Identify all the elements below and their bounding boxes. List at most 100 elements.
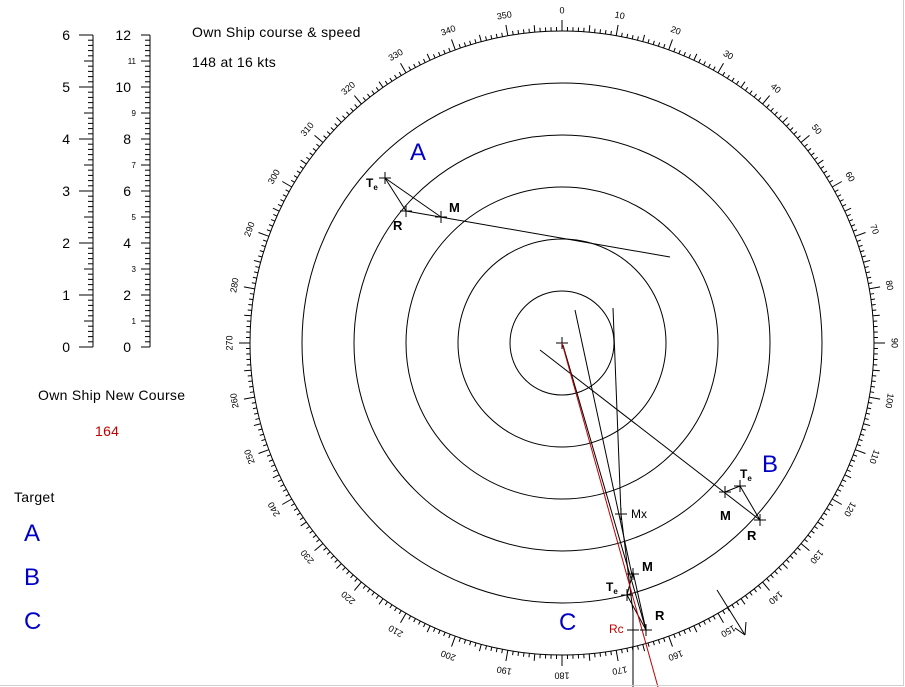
compass-tick [867,276,872,279]
compass-tick [868,282,873,284]
compass-tick [820,165,825,169]
compass-tick [398,71,402,76]
plot-label-c-te: Te [606,580,618,596]
compass-tick [615,650,619,662]
compass-tick [261,438,266,442]
compass-tick [253,412,259,415]
range-ring-3 [405,186,719,500]
compass-tick [807,534,812,538]
compass-tick [512,30,514,35]
compass-tick [708,618,711,623]
scale-label-right-minor: 5 [132,213,137,222]
compass-tick [426,53,431,61]
compass-tick [330,127,335,131]
compass-tick [797,547,801,551]
compass-tick [636,36,639,41]
target-button-c[interactable]: C [24,608,42,635]
compass-tick [474,39,477,44]
compass-tick [259,433,264,436]
compass-tick [334,559,338,563]
compass-tick [501,32,503,37]
compass-tick [258,232,269,237]
plot-label-b-r: R [747,528,757,543]
scale-label-left: 2 [62,235,70,251]
compass-tick [423,623,426,628]
compass-tick [869,286,881,290]
plot-lines [379,172,766,687]
range-ring-5 [301,82,823,604]
compass-tick [588,653,591,661]
compass-tick [371,90,375,95]
bearing-label: 300 [266,168,282,186]
compass-tick [263,239,268,242]
target-c-mx-lower-line [620,513,634,613]
bearing-label: 120 [842,500,858,518]
scale-label-right-minor: 11 [128,57,137,66]
compass-tick [865,271,871,274]
compass-tick [280,484,285,487]
compass-tick [626,33,629,38]
compass-tick [762,581,771,591]
compass-tick [438,51,441,56]
compass-tick [350,107,354,112]
compass-tick [837,489,842,492]
compass-tick [316,538,320,543]
plot-label-b-te: Te [740,467,752,483]
compass-tick [282,181,293,188]
compass-tick [793,131,798,135]
compass-tick [463,639,467,644]
compass-tick [270,464,275,467]
compass-tick [749,90,753,95]
compass-tick [668,636,673,647]
compass-tick [860,433,865,436]
target-button-a[interactable]: A [24,520,41,547]
compass-tick [837,194,842,197]
target-c-relative-motion-line [574,309,633,576]
compass-tick [326,551,331,555]
compass-tick [443,49,446,54]
compass-tick [861,428,866,431]
compass-tick [485,36,488,41]
compass-tick [438,630,441,635]
compass-tick [272,474,280,479]
compass-tick [485,645,488,650]
compass-tick [290,179,295,183]
compass-tick [810,152,815,156]
own-ship-new-course-label: Own Ship New Course [38,387,186,403]
compass-tick [253,423,261,427]
compass-tick [762,95,771,105]
bearing-label: 320 [339,80,357,97]
compass-tick [849,464,854,467]
compass-tick [458,637,461,642]
bearing-label: 30 [721,48,735,62]
compass-tick [334,123,338,127]
compass-tick [663,637,666,642]
bearing-label: 190 [496,664,513,676]
plot-labels: A Te R M B Te M R C Te M R Mx Rc [366,139,778,636]
compass-tick [469,641,472,646]
compass-tick [268,459,273,462]
compass-tick [300,159,307,165]
scale-label-right-major: 6 [123,183,131,199]
target-button-b[interactable]: B [24,564,41,591]
target-c-te-r-line [626,594,647,631]
bearing-label: 80 [884,279,896,291]
compass-tick [863,423,871,427]
bearing-label: 200 [439,648,457,663]
plot-label-c-rc: Rc [609,622,624,636]
compass-tick [736,80,740,85]
compass-tick [621,32,623,37]
scale-label-right-minor: 9 [132,109,137,118]
bearing-label: 270 [224,335,234,350]
bearing-label: 70 [868,223,881,236]
bearing-label: 310 [299,120,316,138]
own-ship-course-value: 148 at 16 kts [192,54,277,70]
compass-tick [870,298,875,301]
compass-tick [804,143,808,148]
range-ring-4 [353,134,771,552]
compass-tick [478,644,482,652]
compass-tick [249,298,254,301]
compass-tick [451,39,456,50]
compass-tick [268,224,273,227]
compass-tick [443,632,446,637]
